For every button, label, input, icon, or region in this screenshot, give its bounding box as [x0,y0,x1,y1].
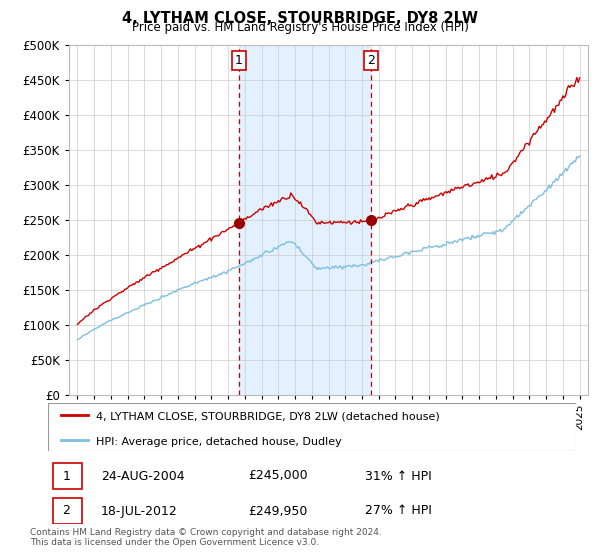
Text: 1: 1 [235,54,243,67]
FancyBboxPatch shape [53,498,82,524]
Text: £245,000: £245,000 [248,469,308,483]
Text: 31% ↑ HPI: 31% ↑ HPI [365,469,431,483]
Bar [239,45,371,395]
Text: 1: 1 [62,469,70,483]
FancyBboxPatch shape [53,463,82,489]
Text: 24-AUG-2004: 24-AUG-2004 [101,469,184,483]
Text: 18-JUL-2012: 18-JUL-2012 [101,505,178,517]
Text: HPI: Average price, detached house, Dudley: HPI: Average price, detached house, Dudl… [95,437,341,447]
Text: 4, LYTHAM CLOSE, STOURBRIDGE, DY8 2LW (detached house): 4, LYTHAM CLOSE, STOURBRIDGE, DY8 2LW (d… [95,412,439,422]
Text: 4, LYTHAM CLOSE, STOURBRIDGE, DY8 2LW: 4, LYTHAM CLOSE, STOURBRIDGE, DY8 2LW [122,11,478,26]
Text: 2: 2 [62,505,70,517]
Text: 2: 2 [367,54,375,67]
Text: Price paid vs. HM Land Registry's House Price Index (HPI): Price paid vs. HM Land Registry's House … [131,21,469,34]
Text: 27% ↑ HPI: 27% ↑ HPI [365,505,431,517]
Text: Contains HM Land Registry data © Crown copyright and database right 2024.
This d: Contains HM Land Registry data © Crown c… [30,528,382,547]
Text: £249,950: £249,950 [248,505,308,517]
